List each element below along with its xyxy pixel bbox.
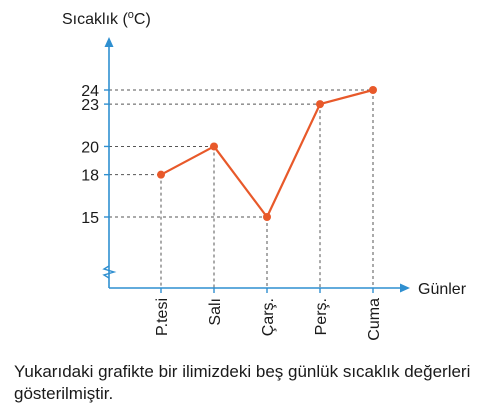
data-point (210, 142, 218, 151)
data-point (316, 100, 324, 109)
series-line (160, 88, 374, 219)
y-axis-title-degree: o (128, 9, 134, 21)
y-tick-label: 24 (81, 83, 99, 100)
x-ticks: P.tesi Salı Çarş. Perş. Cuma (154, 288, 383, 341)
y-axis-title: Sıcaklık (oC) (62, 9, 151, 28)
x-tick-label: Salı (207, 298, 224, 326)
chart-caption: Yukarıdaki grafikte bir ilimizdeki beş g… (14, 362, 471, 403)
data-point (157, 170, 165, 179)
x-tick-label: Perş. (313, 298, 330, 335)
x-tick-label: Cuma (366, 298, 383, 341)
dashed-guides (109, 89, 374, 288)
x-axis-title: Günler (418, 281, 467, 298)
y-axis-title-text: Sıcaklık ( (62, 11, 128, 28)
y-tick-label: 15 (81, 210, 99, 227)
x-tick-label: P.tesi (154, 298, 171, 336)
y-tick-label: 18 (81, 168, 99, 185)
data-point (369, 86, 377, 94)
x-tick-label: Çarş. (260, 298, 277, 336)
data-points (157, 86, 377, 221)
x-axis-arrow (400, 283, 410, 293)
y-axis-title-unit: C) (134, 11, 151, 28)
y-axis-break (102, 265, 117, 279)
y-tick-label: 20 (81, 139, 99, 156)
data-point (263, 213, 271, 221)
y-axis-arrow (104, 37, 114, 47)
y-tick-label: 23 (81, 97, 99, 114)
